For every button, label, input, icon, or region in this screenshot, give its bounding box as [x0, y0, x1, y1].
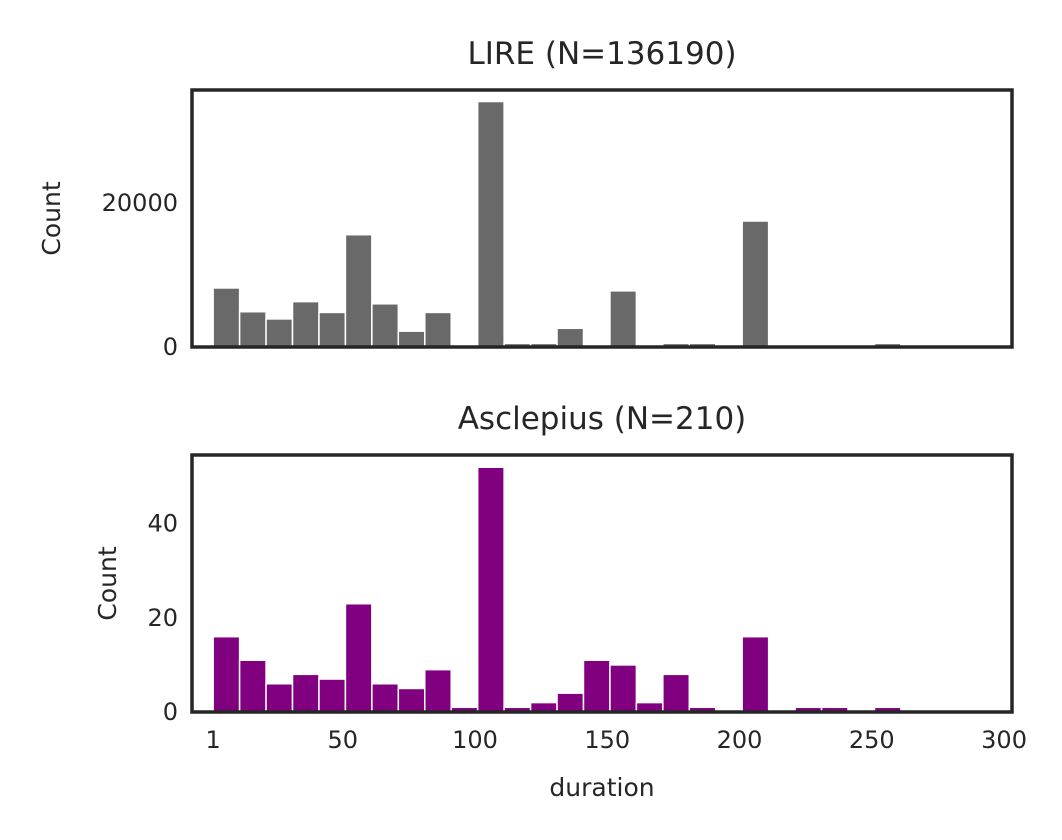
x-tick-label: 50 [328, 726, 359, 754]
bar [344, 233, 373, 348]
bar [662, 673, 691, 713]
bar [371, 683, 400, 713]
x-tick-label: 200 [717, 726, 763, 754]
bar [424, 311, 452, 348]
y-tick-label: 20 [147, 604, 178, 632]
bar [371, 303, 400, 348]
x-tick-label: 100 [452, 726, 498, 754]
x-tick-label: 250 [849, 726, 895, 754]
bar [265, 683, 294, 713]
y-tick-label: 40 [147, 510, 178, 538]
bar [556, 692, 585, 713]
y-axis-label: Count [93, 546, 122, 620]
panel-lire: LIRE (N=136190) Count 0 20000 [37, 36, 1014, 361]
y-axis-label: Count [37, 181, 66, 255]
bar [609, 664, 638, 713]
bar [741, 635, 770, 713]
bar-group [212, 466, 902, 713]
panel-title: Asclepius (N=210) [458, 401, 747, 437]
bar [212, 635, 241, 713]
bar [397, 330, 426, 348]
y-tick-label: 0 [163, 333, 178, 361]
bar [318, 311, 347, 348]
x-tick-labels: 1 50 100 150 200 250 300 [206, 726, 1027, 754]
y-tick-labels: 0 20 40 [147, 510, 178, 726]
x-tick-label: 1 [206, 726, 221, 754]
panel-title: LIRE (N=136190) [467, 36, 736, 72]
bar [556, 327, 585, 348]
bar [238, 310, 267, 348]
bar-group [212, 100, 1008, 348]
bar [397, 687, 426, 713]
bar [609, 290, 638, 348]
bar [212, 287, 241, 348]
bar [291, 673, 320, 713]
axes-frame [190, 88, 1014, 349]
x-tick-label: 150 [584, 726, 630, 754]
bar [476, 466, 505, 713]
y-tick-labels: 0 20000 [102, 189, 178, 361]
bar [344, 602, 373, 713]
bar [424, 668, 452, 713]
bar [291, 300, 320, 348]
bar [582, 659, 611, 713]
axes-frame [190, 453, 1014, 714]
bar [741, 220, 770, 348]
bar [238, 659, 267, 713]
y-tick-label: 20000 [102, 189, 178, 217]
x-axis-label: duration [549, 773, 654, 802]
y-tick-label: 0 [163, 698, 178, 726]
x-tick-label: 300 [981, 726, 1027, 754]
bar [318, 678, 347, 713]
bar [265, 318, 294, 348]
bar [476, 100, 505, 348]
